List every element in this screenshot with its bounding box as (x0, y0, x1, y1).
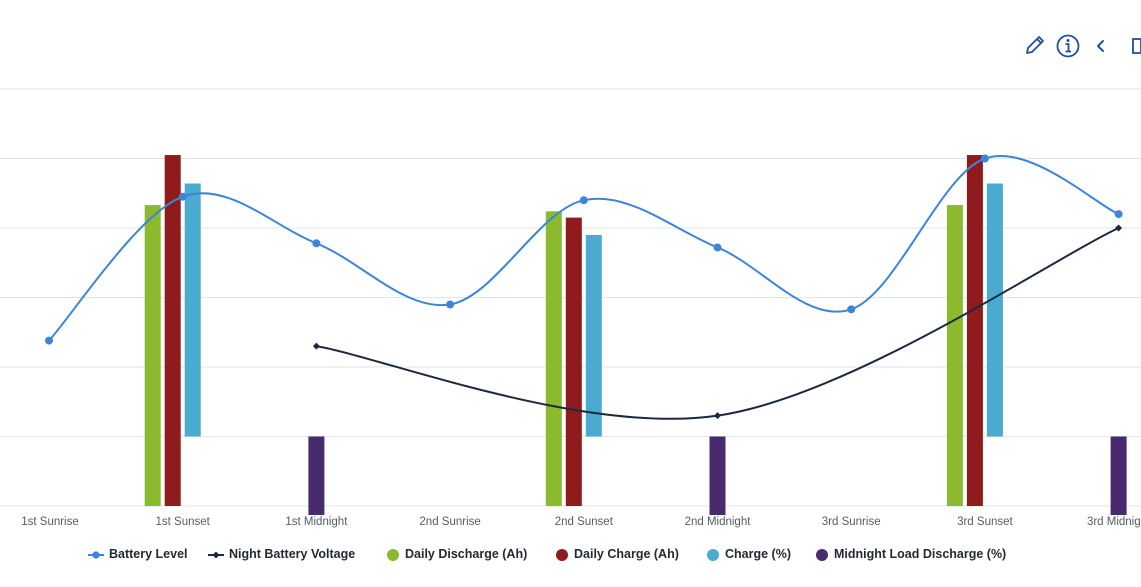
legend-label: Midnight Load Discharge (%) (834, 547, 1007, 561)
bar-charge (585, 234, 602, 437)
x-axis: 1st Sunrise 1st Sunset 1st Midnight 2nd Sun… (21, 516, 1141, 528)
point-night-battery-voltage (312, 342, 320, 350)
bar-daily-charge-ah (966, 155, 983, 506)
bar-midnight-load-discharge (709, 436, 726, 516)
legend-label: Charge (%) (725, 547, 791, 561)
point-battery-level (312, 239, 321, 248)
legend-item[interactable]: Charge (%) (706, 544, 791, 564)
bar-daily-discharge-ah (545, 211, 562, 506)
x-tick-label: 2nd Midnight (685, 516, 752, 528)
point-battery-level (980, 154, 989, 163)
legend-marker-icon (88, 548, 106, 560)
point-battery-level (713, 243, 722, 252)
point-night-battery-voltage (714, 412, 721, 420)
legend-item[interactable]: Daily Discharge (Ah) (386, 544, 527, 564)
bar-charge (986, 183, 1003, 437)
chevron-left-icon[interactable] (1087, 30, 1115, 62)
x-tick-label: 2nd Sunrise (419, 516, 480, 528)
legend-marker-icon (706, 548, 722, 561)
point-battery-level (579, 196, 588, 205)
point-battery-level (178, 192, 187, 201)
info-icon[interactable] (1054, 30, 1082, 62)
pencil-icon[interactable] (1021, 30, 1049, 62)
legend-item[interactable]: Night Battery Voltage (208, 544, 355, 564)
panel-edge-icon[interactable] (1123, 30, 1141, 62)
point-battery-level (45, 336, 53, 345)
bar-charge (184, 183, 201, 437)
x-tick-label: 3rd Sunset (957, 516, 1013, 528)
legend-marker-icon (555, 548, 571, 561)
x-tick-label: 2nd Sunset (555, 516, 614, 528)
legend-label: Battery Level (109, 547, 188, 561)
point-battery-level (847, 305, 856, 314)
bar-daily-charge-ah (565, 217, 582, 506)
legend-marker-icon (386, 548, 402, 561)
bar-daily-discharge-ah (144, 205, 161, 506)
legend-label: Daily Discharge (Ah) (405, 547, 528, 561)
bar-daily-discharge-ah (946, 205, 963, 506)
x-tick-label: 1st Midnight (285, 516, 348, 528)
legend-item[interactable]: Midnight Load Discharge (%) (815, 544, 1006, 564)
lines (45, 154, 1123, 420)
point-battery-level (446, 300, 455, 309)
chart-canvas: 1st Sunrise 1st Sunset 1st Midnight 2nd Sun… (0, 88, 1141, 528)
legend-marker-icon (208, 548, 226, 560)
legend: Battery Level Night Battery Voltage Daily … (0, 544, 1141, 564)
legend-item[interactable]: Battery Level (88, 544, 188, 564)
x-tick-label: 3rd Midnight (1087, 516, 1141, 528)
legend-label: Night Battery Voltage (229, 547, 356, 561)
legend-marker-icon (815, 548, 831, 561)
bars (144, 155, 1127, 516)
x-tick-label: 1st Sunset (156, 516, 211, 528)
bar-midnight-load-discharge (1110, 436, 1127, 516)
bar-daily-charge-ah (164, 155, 181, 506)
chart-toolbar (1021, 30, 1141, 64)
point-battery-level (1114, 210, 1123, 219)
x-tick-label: 1st Sunrise (21, 516, 79, 528)
point-night-battery-voltage (1115, 224, 1123, 232)
x-tick-label: 3rd Sunrise (822, 516, 881, 528)
legend-label: Daily Charge (Ah) (574, 547, 679, 561)
bar-midnight-load-discharge (308, 436, 325, 516)
legend-item[interactable]: Daily Charge (Ah) (555, 544, 679, 564)
